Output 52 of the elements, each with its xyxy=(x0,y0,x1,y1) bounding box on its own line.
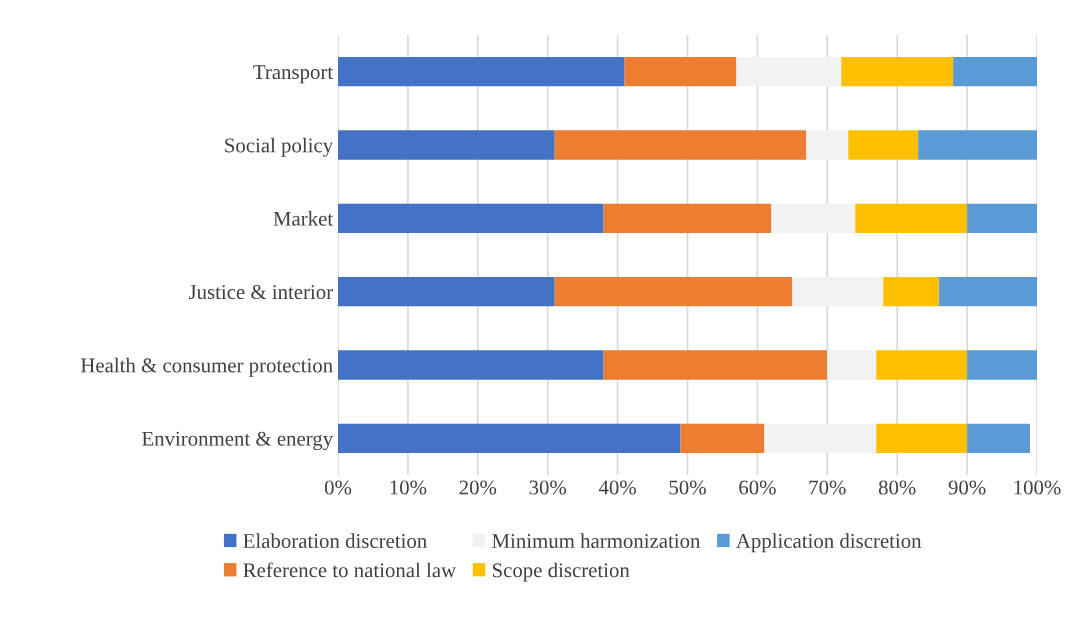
bar xyxy=(603,350,828,380)
bar xyxy=(939,277,1037,307)
legend-label: Application discretion xyxy=(736,533,922,553)
x-tick-label: 100% xyxy=(1014,480,1061,495)
x-tick-label: 10% xyxy=(390,480,427,495)
x-tick-label: 90% xyxy=(948,480,986,495)
legend-label: Reference to national law xyxy=(243,562,457,578)
bar xyxy=(876,350,968,380)
bar xyxy=(806,130,849,160)
x-tick-label: 60% xyxy=(739,480,776,495)
bar xyxy=(883,277,940,307)
bar xyxy=(841,57,954,87)
y-tick-label: Social policy xyxy=(225,137,334,157)
y-tick-label: Market xyxy=(273,211,334,226)
bar xyxy=(680,423,765,453)
bar xyxy=(338,423,681,453)
bar xyxy=(855,203,968,233)
legend-label: Minimum harmonization xyxy=(492,533,701,549)
x-tick-label: 20% xyxy=(459,480,497,495)
x-tick-label: 30% xyxy=(529,480,567,495)
bar xyxy=(338,57,625,87)
bar xyxy=(736,57,842,87)
bar xyxy=(338,277,555,307)
y-tick-label: Environment & energy xyxy=(142,431,334,451)
bar xyxy=(967,423,1031,453)
bar xyxy=(792,277,884,307)
bar xyxy=(338,130,555,160)
x-tick-label: 70% xyxy=(809,480,846,495)
y-tick-label: Health & consumer protection xyxy=(80,357,333,377)
bar xyxy=(624,57,737,87)
y-tick-label: Justice & interior xyxy=(188,285,333,300)
bar xyxy=(953,57,1037,87)
bar xyxy=(827,350,877,380)
bar xyxy=(967,203,1037,233)
bar xyxy=(554,277,793,307)
bar xyxy=(918,130,1037,160)
bar xyxy=(554,130,807,160)
legend-label: Elaboration discretion xyxy=(243,533,427,549)
bar xyxy=(338,350,604,380)
x-tick-label: 40% xyxy=(598,480,636,495)
bar xyxy=(876,423,968,453)
bar xyxy=(603,203,772,233)
bar xyxy=(771,203,856,233)
bar xyxy=(848,130,919,160)
x-tick-label: 80% xyxy=(878,480,916,495)
x-tick-label: 50% xyxy=(669,480,706,495)
bar xyxy=(764,423,877,453)
bar xyxy=(967,350,1037,380)
x-tick-label: 0% xyxy=(324,480,352,495)
legend-label: Scope discretion xyxy=(492,562,630,582)
y-tick-label: Transport xyxy=(253,65,334,84)
bar xyxy=(338,203,604,233)
